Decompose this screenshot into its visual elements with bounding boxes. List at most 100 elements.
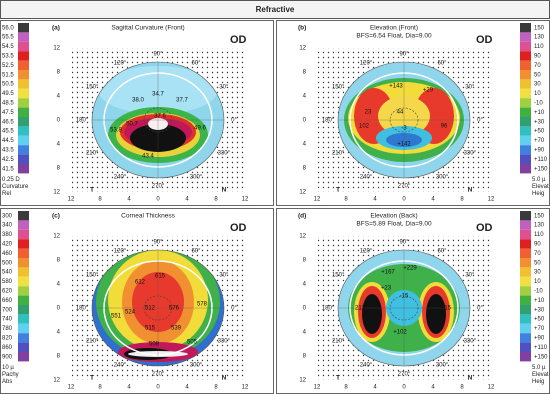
angle-label: 120° <box>360 60 373 66</box>
scale-label: 500 <box>2 260 13 266</box>
axis-side-label: N <box>468 375 473 382</box>
scale-label: 620 <box>2 288 13 294</box>
map-value: 515 <box>145 326 156 332</box>
angle-label: 90° <box>399 240 409 246</box>
scale-label: 150 <box>534 25 545 31</box>
angle-label: 210° <box>86 339 99 345</box>
map-value: +167 <box>381 270 395 276</box>
x-tick-label: 12 <box>242 385 249 391</box>
scale-label: +150 <box>534 354 548 360</box>
scale-label: +50 <box>534 129 545 135</box>
y-tick-label: 12 <box>299 46 306 52</box>
y-tick-label: 4 <box>57 282 61 288</box>
y-tick-label: 8 <box>303 258 307 264</box>
angle-label: 300° <box>436 363 449 369</box>
map-value: +23 <box>381 286 392 292</box>
scale-swatch <box>520 258 531 268</box>
x-tick-label: 4 <box>127 385 131 391</box>
scale-label: +70 <box>534 326 545 332</box>
angle-label: 330° <box>218 151 231 157</box>
scale-footer: 5.0 µ <box>532 365 546 371</box>
angle-label: 90° <box>153 52 163 58</box>
map-value: 615 <box>155 274 166 280</box>
angle-label: 0° <box>231 306 237 312</box>
map-value: +143 <box>389 84 403 90</box>
panel-label: (b) <box>298 25 306 32</box>
scale-label: 42.5 <box>2 157 14 163</box>
angle-label: 30° <box>219 85 229 91</box>
map-value: 53.8 <box>110 128 122 134</box>
map-region <box>426 294 446 334</box>
scale-label: 380 <box>2 232 13 238</box>
scale-swatch <box>520 60 531 70</box>
x-tick-label: 8 <box>460 385 464 391</box>
scale-footer: 0.25 D <box>2 177 20 183</box>
x-tick-label: 4 <box>431 385 435 391</box>
scale-swatch <box>520 79 531 89</box>
angle-label: 30° <box>465 273 475 279</box>
scale-footer: Heig <box>532 191 544 197</box>
x-tick-label: 8 <box>98 197 102 203</box>
y-tick-label: 12 <box>53 46 60 52</box>
angle-label: 120° <box>114 248 127 254</box>
scale-label: 90 <box>534 241 541 247</box>
scale-swatch <box>520 342 531 352</box>
pupil <box>143 295 173 321</box>
scale-label: +10 <box>534 110 545 116</box>
scale-label: +110 <box>534 345 548 351</box>
scale-swatch <box>520 239 531 249</box>
scale-label: 50.5 <box>2 82 14 88</box>
x-tick-label: 4 <box>431 197 435 203</box>
x-tick-label: 12 <box>68 385 75 391</box>
map-value: 524 <box>125 310 136 316</box>
scale-label: +10 <box>534 298 545 304</box>
angle-label: 210° <box>332 151 345 157</box>
scale-swatch <box>18 342 29 352</box>
angle-label: 150° <box>86 85 99 91</box>
axis-side-label: N <box>222 187 227 194</box>
scale-label: 49.5 <box>2 91 14 97</box>
axis-side-label: T <box>90 187 94 194</box>
scale-label: 900 <box>2 354 13 360</box>
angle-label: 0° <box>477 306 483 312</box>
x-tick-label: 12 <box>488 385 495 391</box>
x-tick-label: 12 <box>314 197 321 203</box>
map-value: 215 <box>441 306 452 312</box>
x-tick-label: 0 <box>156 385 160 391</box>
scale-footer: 10 µ <box>2 365 14 371</box>
scale-footer: Curvature <box>2 184 29 190</box>
y-tick-label: 8 <box>303 354 307 360</box>
map-value: 512 <box>145 306 156 312</box>
axis-side-label: N <box>222 375 227 382</box>
map-value: 551 <box>111 314 122 320</box>
scale-label: 48.5 <box>2 100 14 106</box>
scale-footer: Abs <box>2 379 12 385</box>
scale-label: 700 <box>2 307 13 313</box>
scale-label: +150 <box>534 166 548 172</box>
panel-title: Corneal Thickness <box>121 213 175 220</box>
scale-swatch <box>18 248 29 258</box>
scale-label: 70 <box>534 63 541 69</box>
panel-label: (d) <box>298 213 306 220</box>
y-tick-label: 12 <box>299 378 306 384</box>
scale-label: 53.5 <box>2 53 14 59</box>
scale-swatch <box>520 145 531 155</box>
angle-label: 300° <box>436 175 449 181</box>
angle-label: 150° <box>332 273 345 279</box>
scale-label: 110 <box>534 44 544 50</box>
angle-label: 270° <box>398 184 411 190</box>
scale-label: 150 <box>534 213 545 219</box>
scale-footer: Heig <box>532 379 544 385</box>
x-tick-label: 8 <box>214 197 218 203</box>
scale-swatch <box>18 117 29 127</box>
angle-label: 90° <box>399 52 409 58</box>
y-tick-label: 4 <box>57 94 61 100</box>
scale-label: 740 <box>2 317 13 323</box>
scale-swatch <box>18 79 29 89</box>
scale-label: 51.5 <box>2 72 14 78</box>
x-tick-label: 0 <box>156 197 160 203</box>
panel-label: (c) <box>52 213 60 220</box>
angle-label: 300° <box>190 363 203 369</box>
angle-label: 330° <box>464 151 477 157</box>
scale-footer: Elevat <box>532 184 549 190</box>
